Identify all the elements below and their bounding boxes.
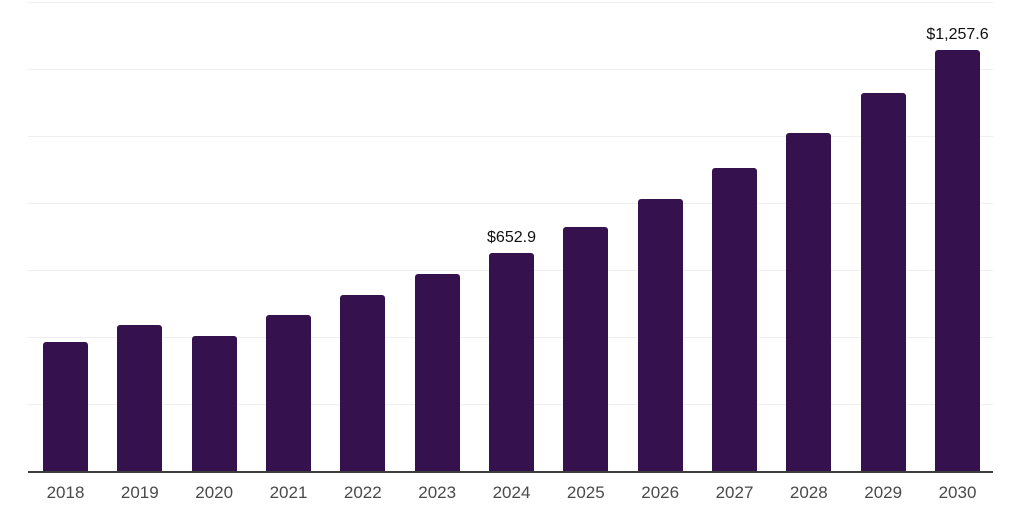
x-tick-2021: 2021: [269, 483, 308, 502]
x-tick-2023: 2023: [418, 483, 457, 502]
x-axis-line: [28, 471, 993, 473]
bar-2022: [340, 295, 386, 472]
x-tick-2025: 2025: [566, 483, 605, 502]
bar-2024: [489, 252, 534, 472]
bar-2028: [786, 132, 832, 472]
x-tick-2027: 2027: [715, 483, 754, 502]
value-label-2030: $1,257.6: [926, 25, 989, 43]
bar-2026: [637, 199, 683, 472]
bar-2021: [266, 315, 311, 472]
x-tick-2020: 2020: [195, 483, 234, 502]
x-tick-2018: 2018: [46, 483, 85, 502]
x-tick-2026: 2026: [641, 483, 680, 502]
x-tick-2030: 2030: [938, 483, 977, 502]
bar-2025: [563, 227, 609, 472]
x-tick-2028: 2028: [789, 483, 828, 502]
x-tick-2029: 2029: [864, 483, 903, 502]
value-label-2024: $652.9: [487, 228, 536, 246]
bar-2020: [191, 336, 237, 472]
bar-2029: [860, 92, 906, 472]
gridline-1400: [28, 2, 993, 3]
bar-2027: [712, 168, 757, 472]
bar-2018: [43, 342, 88, 472]
bar-2023: [414, 274, 460, 472]
gridline-1200: [28, 69, 993, 71]
x-tick-2019: 2019: [120, 483, 159, 502]
x-tick-2022: 2022: [343, 483, 382, 502]
x-tick-2024: 2024: [492, 483, 531, 502]
gridline-1000: [28, 136, 993, 138]
gridline-800: [28, 203, 993, 205]
bar-2030: [935, 49, 980, 472]
bar-2019: [117, 325, 163, 472]
